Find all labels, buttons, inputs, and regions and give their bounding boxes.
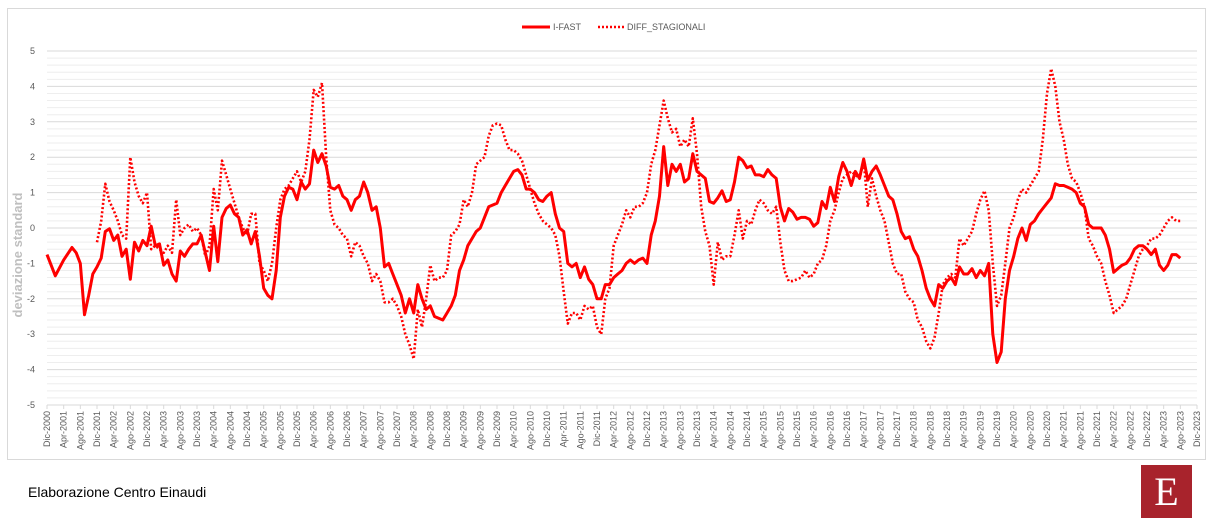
x-tick-label: Dic-2007 xyxy=(392,411,402,447)
x-tick-label: Dic-2004 xyxy=(242,411,252,447)
x-tick-label: Apr-2014 xyxy=(709,411,719,448)
x-tick-label: Ago-2020 xyxy=(1025,411,1035,450)
x-tick-label: Ago-2012 xyxy=(625,411,635,450)
x-tick-label: Ago-2009 xyxy=(475,411,485,450)
y-tick-label: 3 xyxy=(30,117,35,127)
x-tick-label: Ago-2005 xyxy=(275,411,285,450)
x-tick-label: Ago-2015 xyxy=(775,411,785,450)
x-tick-label: Apr-2016 xyxy=(809,411,819,448)
y-tick-label: -5 xyxy=(27,400,35,410)
centro-einaudi-logo: E xyxy=(1141,465,1192,518)
x-tick-label: Ago-2021 xyxy=(1075,411,1085,450)
x-tick-label: Apr-2004 xyxy=(209,411,219,448)
y-tick-label: -4 xyxy=(27,365,35,375)
x-tick-label: Dic-2008 xyxy=(442,411,452,447)
y-axis-label: deviazione standard xyxy=(10,192,25,317)
x-tick-label: Dic-2010 xyxy=(542,411,552,447)
x-tick-label: Dic-2006 xyxy=(342,411,352,447)
x-tick-label: Apr-2010 xyxy=(509,411,519,448)
x-tick-label: Ago-2004 xyxy=(225,411,235,450)
y-tick-label: -1 xyxy=(27,258,35,268)
x-tick-label: Ago-2002 xyxy=(125,411,135,450)
x-tick-label: Dic-2018 xyxy=(942,411,952,447)
x-tick-label: Apr-2003 xyxy=(159,411,169,448)
x-tick-label: Dic-2012 xyxy=(642,411,652,447)
legend-label-ifast: I-FAST xyxy=(553,22,582,32)
x-tick-label: Dic-2021 xyxy=(1092,411,1102,447)
y-tick-label: 1 xyxy=(30,188,35,198)
x-tick-label: Dic-2016 xyxy=(842,411,852,447)
x-tick-label: Dic-2017 xyxy=(892,411,902,447)
x-tick-label: Ago-2013 xyxy=(675,411,685,450)
x-tick-label: Dic-2009 xyxy=(492,411,502,447)
y-tick-label: -2 xyxy=(27,294,35,304)
x-tick-label: Ago-2001 xyxy=(75,411,85,450)
x-tick-label: Ago-2011 xyxy=(575,411,585,449)
footer-credit: Elaborazione Centro Einaudi xyxy=(28,484,207,500)
x-tick-label: Ago-2006 xyxy=(325,411,335,450)
x-tick-label: Ago-2017 xyxy=(875,411,885,450)
x-tick-label: Ago-2018 xyxy=(925,411,935,450)
series-line-diff-stagionali xyxy=(95,67,1181,361)
x-tick-label: Dic-2023 xyxy=(1192,411,1202,447)
x-tick-label: Apr-2015 xyxy=(759,411,769,448)
y-tick-label: 2 xyxy=(30,152,35,162)
x-tick-label: Dic-2000 xyxy=(42,411,52,447)
x-tick-label: Ago-2022 xyxy=(1125,411,1135,450)
x-tick-label: Ago-2023 xyxy=(1175,411,1185,450)
x-tick-label: Ago-2014 xyxy=(725,411,735,450)
x-tick-label: Apr-2002 xyxy=(109,411,119,448)
x-tick-labels: Dic-2000 Apr-2001 Ago-2001 Dic-2001 Apr-2002… xyxy=(42,405,1202,450)
x-tick-label: Apr-2007 xyxy=(359,411,369,448)
x-tick-label: Dic-2013 xyxy=(692,411,702,447)
x-tick-label: Apr-2013 xyxy=(659,411,669,448)
x-tick-label: Apr-2020 xyxy=(1009,411,1019,448)
x-tick-label: Dic-2003 xyxy=(192,411,202,447)
x-tick-label: Dic-2002 xyxy=(142,411,152,447)
x-tick-label: Dic-2015 xyxy=(792,411,802,447)
x-tick-label: Ago-2016 xyxy=(825,411,835,450)
x-tick-label: Apr-2012 xyxy=(609,411,619,448)
series-line-ifast xyxy=(45,145,1182,364)
y-tick-labels: -5 -4 -3 -2 -1 0 1 2 3 4 5 xyxy=(27,46,35,410)
y-tick-label: 4 xyxy=(30,81,35,91)
x-tick-label: Ago-2019 xyxy=(975,411,985,450)
x-tick-label: Dic-2005 xyxy=(292,411,302,447)
y-tick-label: 5 xyxy=(30,46,35,56)
x-tick-label: Dic-2001 xyxy=(92,411,102,447)
x-tick-label: Ago-2003 xyxy=(175,411,185,450)
x-tick-label: Dic-2019 xyxy=(992,411,1002,447)
x-tick-label: Ago-2008 xyxy=(425,411,435,450)
x-tick-label: Dic-2011 xyxy=(592,411,602,446)
y-tick-label: 0 xyxy=(30,223,35,233)
x-tick-label: Apr-2019 xyxy=(959,411,969,448)
x-tick-label: Dic-2014 xyxy=(742,411,752,447)
x-tick-label: Ago-2007 xyxy=(375,411,385,450)
x-tick-label: Apr-2005 xyxy=(259,411,269,448)
legend-label-diff-stagionali: DIFF_STAGIONALI xyxy=(627,22,705,32)
series-lines xyxy=(45,67,1182,364)
x-tick-label: Ago-2010 xyxy=(525,411,535,450)
x-tick-label: Apr-2022 xyxy=(1109,411,1119,448)
x-tick-label: Apr-2021 xyxy=(1059,411,1069,448)
x-tick-label: Apr-2017 xyxy=(859,411,869,448)
line-chart: -5 -4 -3 -2 -1 0 1 2 3 4 5 Dic-2000 Apr-2001 Ago-200… xyxy=(10,22,1202,450)
legend: I-FAST DIFF_STAGIONALI xyxy=(522,22,705,32)
x-tick-label: Apr-2018 xyxy=(909,411,919,448)
x-tick-label: Apr-2006 xyxy=(309,411,319,448)
x-tick-label: Dic-2022 xyxy=(1142,411,1152,447)
x-tick-label: Apr-2001 xyxy=(59,411,69,448)
x-tick-label: Apr-2008 xyxy=(409,411,419,448)
chart-frame: -5 -4 -3 -2 -1 0 1 2 3 4 5 Dic-2000 Apr-2001 Ago-200… xyxy=(7,8,1206,460)
x-tick-label: Apr-2009 xyxy=(459,411,469,448)
y-tick-label: -3 xyxy=(27,329,35,339)
x-tick-label: Apr-2011 xyxy=(559,411,569,447)
x-tick-label: Dic-2020 xyxy=(1042,411,1052,447)
x-tick-label: Apr-2023 xyxy=(1159,411,1169,448)
